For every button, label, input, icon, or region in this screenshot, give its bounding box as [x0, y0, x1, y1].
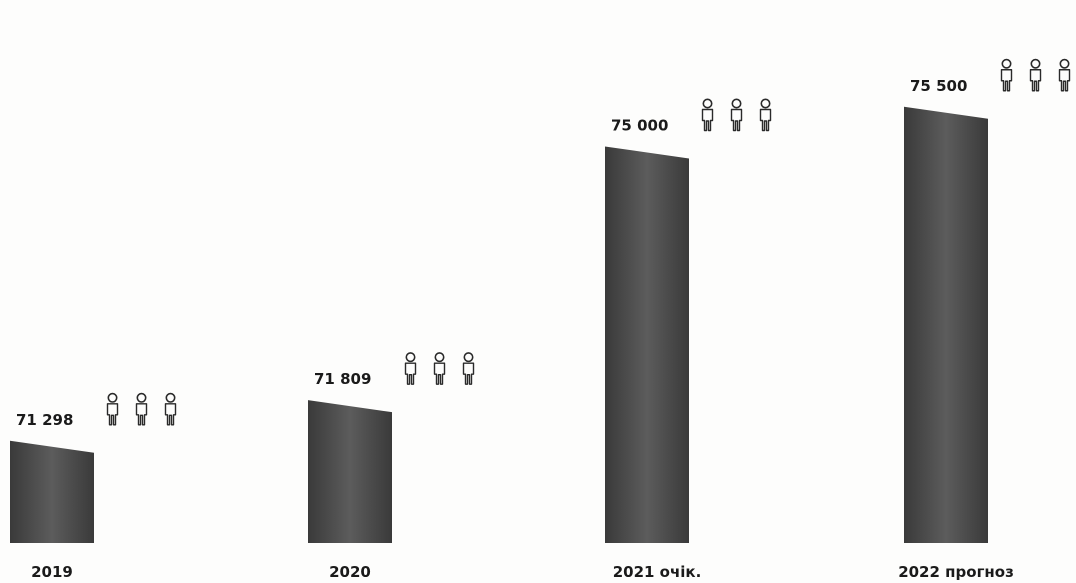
person-icon: [462, 352, 475, 385]
value-label: 75 000: [611, 117, 668, 135]
bar-2022: [904, 106, 988, 543]
bar-2021: [605, 146, 689, 543]
person-icon: [164, 392, 177, 426]
value-label: 71 809: [314, 370, 371, 388]
category-label: 2021 очік.: [613, 563, 702, 581]
category-label: 2020: [329, 563, 371, 581]
labels-layer: 71 298 2019 71 809 2020 75 000 2021 очік. 75 5…: [16, 58, 1071, 581]
value-label: 71 298: [16, 411, 73, 429]
person-icon: [404, 352, 417, 385]
person-icon: [433, 352, 446, 385]
person-icon: [701, 98, 714, 132]
value-label: 75 500: [910, 77, 967, 95]
person-icon: [135, 392, 148, 426]
person-icon: [1000, 58, 1013, 92]
bar-2019: [10, 440, 94, 543]
person-icon: [106, 392, 119, 426]
category-label: 2019: [31, 563, 73, 581]
category-label: 2022 прогноз: [898, 563, 1014, 581]
person-icon: [1029, 58, 1042, 92]
person-icon: [759, 98, 772, 132]
person-icon: [730, 98, 743, 132]
bars-layer: [10, 106, 988, 543]
bar-2020: [308, 400, 392, 543]
person-icon: [1058, 58, 1071, 92]
